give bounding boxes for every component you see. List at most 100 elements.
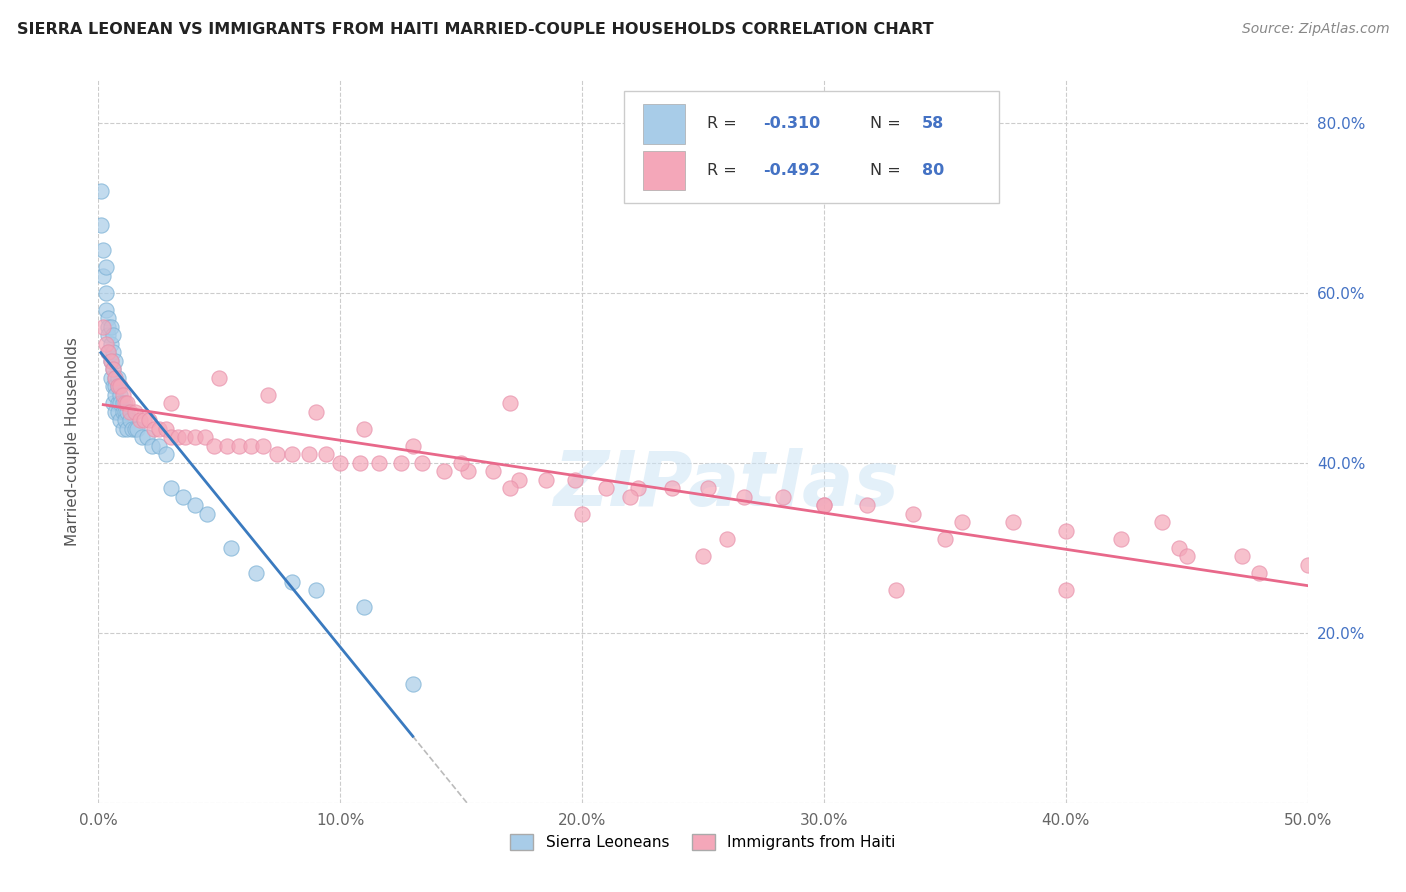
Point <box>245 566 267 581</box>
Point <box>174 430 197 444</box>
Point <box>450 456 472 470</box>
Point <box>104 353 127 368</box>
Point <box>91 319 114 334</box>
Text: -0.492: -0.492 <box>763 163 821 178</box>
Point <box>498 396 520 410</box>
Point <box>903 507 925 521</box>
Text: R =: R = <box>707 163 741 178</box>
Point <box>101 396 124 410</box>
Point <box>564 473 586 487</box>
Point <box>195 507 218 521</box>
Point <box>134 413 156 427</box>
Point <box>571 507 593 521</box>
Text: ZIPatlas: ZIPatlas <box>554 448 900 522</box>
Point <box>208 371 231 385</box>
Point <box>114 396 136 410</box>
Point <box>94 336 117 351</box>
Point <box>97 345 120 359</box>
Point <box>298 447 321 461</box>
Point <box>661 481 683 495</box>
Point <box>148 422 170 436</box>
Point <box>90 218 112 232</box>
Point <box>104 405 127 419</box>
Point <box>305 405 328 419</box>
Point <box>100 353 122 368</box>
Point <box>101 362 124 376</box>
Y-axis label: Married-couple Households: Married-couple Households <box>65 337 80 546</box>
Point <box>772 490 794 504</box>
Text: SIERRA LEONEAN VS IMMIGRANTS FROM HAITI MARRIED-COUPLE HOUSEHOLDS CORRELATION CH: SIERRA LEONEAN VS IMMIGRANTS FROM HAITI … <box>17 22 934 37</box>
Point <box>716 533 738 547</box>
Point <box>813 498 835 512</box>
Point <box>127 422 149 436</box>
Point <box>138 413 160 427</box>
Point <box>1168 541 1191 555</box>
Point <box>131 430 153 444</box>
Point <box>266 447 288 461</box>
Point <box>215 439 238 453</box>
Point <box>281 574 304 589</box>
Point <box>194 430 217 444</box>
Point <box>886 583 908 598</box>
Point <box>108 388 131 402</box>
Point <box>107 405 129 419</box>
FancyBboxPatch shape <box>624 91 1000 203</box>
Point <box>252 439 274 453</box>
Point <box>155 422 177 436</box>
Point <box>1175 549 1198 564</box>
Point <box>111 388 134 402</box>
Point <box>221 541 243 555</box>
Text: 58: 58 <box>922 116 943 131</box>
Point <box>204 439 226 453</box>
Point <box>94 285 117 300</box>
Point <box>90 184 112 198</box>
Point <box>141 439 163 453</box>
Point <box>184 430 207 444</box>
Point <box>1152 516 1174 530</box>
Text: N =: N = <box>870 116 905 131</box>
Point <box>97 345 120 359</box>
Point <box>107 396 129 410</box>
Point <box>155 447 177 461</box>
Point <box>1054 583 1077 598</box>
Point <box>368 456 391 470</box>
Point <box>402 439 425 453</box>
Point <box>118 413 141 427</box>
Point <box>121 422 143 436</box>
Text: N =: N = <box>870 163 905 178</box>
Point <box>856 498 879 512</box>
Point <box>349 456 371 470</box>
Point <box>128 413 150 427</box>
Point <box>281 447 304 461</box>
Point <box>143 422 166 436</box>
Point <box>100 336 122 351</box>
Point <box>108 379 131 393</box>
Point <box>1111 533 1133 547</box>
Point <box>353 422 375 436</box>
Point <box>627 481 650 495</box>
Text: -0.310: -0.310 <box>763 116 821 131</box>
Point <box>457 464 479 478</box>
Text: R =: R = <box>707 116 741 131</box>
Point <box>117 405 139 419</box>
Point <box>433 464 456 478</box>
Point <box>101 362 124 376</box>
Point <box>97 328 120 343</box>
Point <box>94 260 117 275</box>
Text: 80: 80 <box>922 163 943 178</box>
Point <box>733 490 755 504</box>
Point <box>117 422 139 436</box>
Point <box>481 464 503 478</box>
Point <box>692 549 714 564</box>
Point <box>101 345 124 359</box>
Point <box>228 439 250 453</box>
Point <box>950 516 973 530</box>
Point <box>411 456 433 470</box>
Point <box>239 439 262 453</box>
Point <box>315 447 337 461</box>
Text: Source: ZipAtlas.com: Source: ZipAtlas.com <box>1241 22 1389 37</box>
Point <box>256 388 278 402</box>
Point <box>100 319 122 334</box>
Point <box>104 371 127 385</box>
Point <box>108 413 131 427</box>
